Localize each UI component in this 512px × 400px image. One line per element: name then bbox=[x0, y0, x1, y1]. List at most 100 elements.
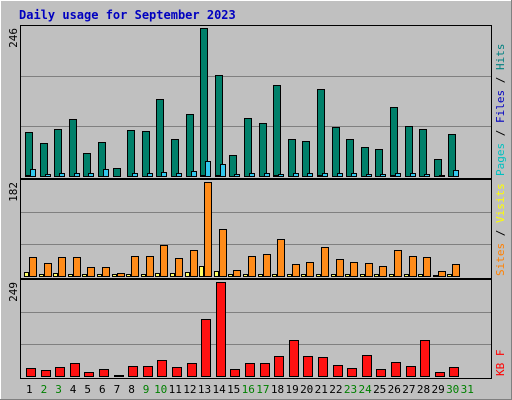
bar-visits-day-30 bbox=[447, 274, 452, 277]
bar-kb-f-day-11 bbox=[172, 367, 182, 377]
bar-sites-day-30 bbox=[452, 264, 460, 277]
bar-sites-day-8 bbox=[131, 256, 139, 277]
bar-sites-day-10 bbox=[160, 245, 168, 277]
bar-pages-day-29 bbox=[439, 175, 445, 177]
x-tick-label-day-29: 29 bbox=[431, 383, 444, 396]
bar-visits-day-2 bbox=[39, 274, 44, 277]
bar-kb-f-day-27 bbox=[406, 366, 416, 377]
bar-sites-day-17 bbox=[263, 254, 271, 277]
bar-sites-day-1 bbox=[29, 257, 37, 277]
bar-kb-f-day-22 bbox=[333, 365, 343, 377]
bar-pages-day-17 bbox=[264, 173, 270, 177]
x-tick-label-day-17: 17 bbox=[256, 383, 269, 396]
bar-kb-f-day-6 bbox=[99, 369, 109, 377]
bar-pages-day-10 bbox=[161, 172, 167, 177]
bar-kb-f-day-10 bbox=[157, 360, 167, 377]
bar-visits-day-28 bbox=[418, 274, 423, 277]
bar-sites-day-23 bbox=[350, 262, 358, 277]
x-tick-label-day-28: 28 bbox=[417, 383, 430, 396]
bar-sites-day-11 bbox=[175, 258, 183, 277]
bar-pages-day-26 bbox=[395, 173, 401, 177]
x-tick-label-day-1: 1 bbox=[26, 383, 33, 396]
kbf-y-max-label: 249 bbox=[7, 282, 20, 302]
sites-y-max-label: 182 bbox=[7, 182, 20, 202]
bar-pages-day-14 bbox=[220, 164, 226, 177]
bar-sites-day-5 bbox=[87, 267, 95, 277]
bar-hits-day-19 bbox=[288, 139, 296, 177]
panel-sites-visits bbox=[20, 179, 492, 279]
bar-kb-f-day-4 bbox=[70, 363, 80, 377]
bar-kb-f-day-28 bbox=[420, 340, 430, 377]
bar-visits-day-9 bbox=[141, 274, 146, 277]
bar-kb-f-day-8 bbox=[128, 366, 138, 377]
bar-visits-day-8 bbox=[126, 274, 131, 277]
x-tick-label-day-8: 8 bbox=[128, 383, 135, 396]
bar-sites-day-24 bbox=[365, 263, 373, 277]
x-tick-label-day-22: 22 bbox=[329, 383, 342, 396]
bar-hits-day-10 bbox=[156, 99, 164, 177]
bar-sites-day-27 bbox=[409, 256, 417, 277]
legend-kbf: KB F bbox=[494, 350, 507, 377]
bar-hits-day-24 bbox=[361, 147, 369, 177]
bar-kb-f-day-15 bbox=[230, 369, 240, 377]
bar-files-day-1 bbox=[26, 175, 31, 177]
bar-hits-day-2 bbox=[40, 143, 48, 177]
bar-sites-day-6 bbox=[102, 267, 110, 277]
x-tick-label-day-21: 21 bbox=[315, 383, 328, 396]
bar-files-day-14 bbox=[216, 175, 221, 177]
x-tick-label-day-27: 27 bbox=[402, 383, 415, 396]
legend-sites-visits: Sites / Visits bbox=[494, 183, 507, 276]
bar-hits-day-12 bbox=[186, 114, 194, 177]
bar-pages-day-11 bbox=[176, 173, 182, 177]
bar-visits-day-10 bbox=[155, 273, 160, 277]
bar-visits-day-17 bbox=[258, 274, 263, 277]
bar-kb-f-day-12 bbox=[187, 363, 197, 377]
bar-pages-day-2 bbox=[45, 174, 51, 177]
bar-sites-day-22 bbox=[336, 259, 344, 277]
bar-sites-day-19 bbox=[292, 264, 300, 277]
bar-visits-day-15 bbox=[228, 274, 233, 277]
bar-sites-day-20 bbox=[306, 262, 314, 277]
bar-visits-day-26 bbox=[389, 274, 394, 277]
bar-files-day-13 bbox=[201, 175, 206, 177]
bar-kb-f-day-25 bbox=[376, 369, 386, 377]
bar-pages-day-25 bbox=[380, 174, 386, 177]
bar-sites-day-14 bbox=[219, 229, 227, 277]
bar-hits-day-15 bbox=[229, 155, 237, 177]
bar-visits-day-4 bbox=[68, 274, 73, 277]
bar-sites-day-29 bbox=[438, 271, 446, 277]
bar-kb-f-day-2 bbox=[41, 370, 51, 377]
bar-kb-f-day-24 bbox=[362, 355, 372, 377]
panel-hits-files-pages bbox=[20, 25, 492, 179]
legend-hits: Hits bbox=[494, 44, 507, 71]
bar-visits-day-24 bbox=[360, 274, 365, 277]
legend-separator: / bbox=[494, 223, 507, 243]
bar-sites-day-28 bbox=[423, 257, 431, 277]
bar-kb-f-day-13 bbox=[201, 319, 211, 377]
bar-hits-day-16 bbox=[244, 118, 252, 177]
bar-pages-day-23 bbox=[351, 173, 357, 177]
bar-sites-day-25 bbox=[379, 266, 387, 277]
bar-hits-day-6 bbox=[98, 142, 106, 177]
bar-pages-day-5 bbox=[88, 173, 94, 177]
bar-kb-f-day-14 bbox=[216, 282, 226, 377]
panel-sites-bars bbox=[24, 182, 460, 277]
legend-sites: Sites bbox=[494, 243, 507, 276]
x-tick-label-day-31: 31 bbox=[461, 383, 474, 396]
bar-hits-day-9 bbox=[142, 131, 150, 177]
bar-kb-f-day-9 bbox=[143, 366, 153, 377]
x-tick-label-day-30: 30 bbox=[446, 383, 459, 396]
x-tick-label-day-20: 20 bbox=[300, 383, 313, 396]
bar-hits-day-13 bbox=[200, 28, 208, 177]
legend-separator: / bbox=[494, 123, 507, 143]
bar-hits-day-27 bbox=[405, 126, 413, 177]
bar-sites-day-2 bbox=[44, 263, 52, 277]
bar-pages-day-19 bbox=[293, 173, 299, 177]
legend-files: Files bbox=[494, 90, 507, 123]
legend-hits-files-pages: Pages / Files / Hits bbox=[494, 44, 507, 177]
hits-y-max-label: 246 bbox=[7, 28, 20, 48]
bar-sites-day-7 bbox=[117, 273, 125, 277]
bar-visits-day-22 bbox=[331, 274, 336, 277]
bar-hits-day-18 bbox=[273, 85, 281, 177]
bar-pages-day-20 bbox=[307, 173, 313, 177]
